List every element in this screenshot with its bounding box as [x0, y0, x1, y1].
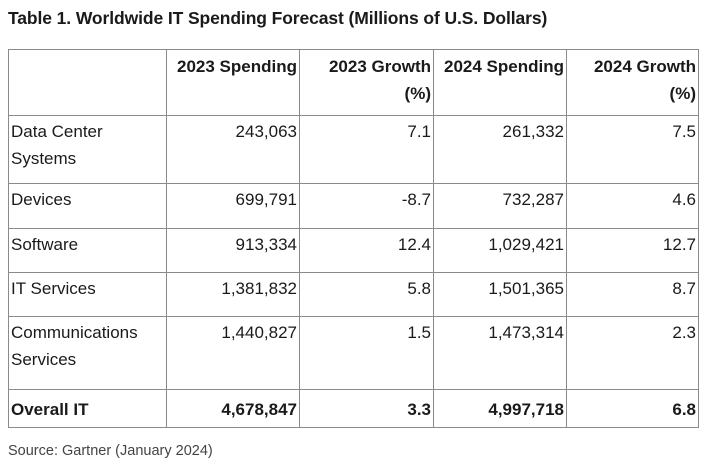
spending-2023-cell: 4,678,847	[166, 389, 300, 428]
growth-2023-cell: 5.8	[299, 272, 434, 317]
table-title: Table 1. Worldwide IT Spending Forecast …	[8, 8, 548, 28]
growth-2024-cell: 4.6	[566, 183, 699, 229]
table-row: Software 913,334 12.4 1,029,421 12.7	[8, 228, 699, 273]
spending-2023-cell: 243,063	[166, 115, 300, 184]
spending-2023-cell: 913,334	[166, 228, 300, 273]
growth-2023-cell: 1.5	[299, 316, 434, 390]
table-row: IT Services 1,381,832 5.8 1,501,365 8.7	[8, 272, 699, 317]
header-2023-spending: 2023 Spending	[166, 49, 300, 116]
category-cell: Data Center Systems	[8, 115, 167, 184]
total-row: Overall IT 4,678,847 3.3 4,997,718 6.8	[8, 389, 699, 428]
header-category	[8, 49, 167, 116]
spending-2024-cell: 1,501,365	[433, 272, 567, 317]
growth-2024-cell: 12.7	[566, 228, 699, 273]
growth-2023-cell: 7.1	[299, 115, 434, 184]
spending-2023-cell: 1,440,827	[166, 316, 300, 390]
spending-2024-cell: 261,332	[433, 115, 567, 184]
header-2024-growth: 2024 Growth (%)	[566, 49, 699, 116]
spending-2024-cell: 4,997,718	[433, 389, 567, 428]
category-cell: Communications Services	[8, 316, 167, 390]
category-cell: IT Services	[8, 272, 167, 317]
growth-2023-cell: 3.3	[299, 389, 434, 428]
it-spending-table: 2023 Spending 2023 Growth (%) 2024 Spend…	[8, 49, 699, 428]
category-cell: Overall IT	[8, 389, 167, 428]
spending-2023-cell: 1,381,832	[166, 272, 300, 317]
source-note: Source: Gartner (January 2024)	[8, 443, 213, 459]
spending-2024-cell: 1,029,421	[433, 228, 567, 273]
category-cell: Software	[8, 228, 167, 273]
spending-2024-cell: 1,473,314	[433, 316, 567, 390]
category-cell: Devices	[8, 183, 167, 229]
table-row: Data Center Systems 243,063 7.1 261,332 7.5	[8, 115, 699, 184]
growth-2024-cell: 6.8	[566, 389, 699, 428]
header-row: 2023 Spending 2023 Growth (%) 2024 Spend…	[8, 49, 699, 116]
spending-2024-cell: 732,287	[433, 183, 567, 229]
table-row: Devices 699,791 -8.7 732,287 4.6	[8, 183, 699, 229]
header-2024-spending: 2024 Spending	[433, 49, 567, 116]
growth-2024-cell: 2.3	[566, 316, 699, 390]
header-2023-growth: 2023 Growth (%)	[299, 49, 434, 116]
table-row: Communications Services 1,440,827 1.5 1,473…	[8, 316, 699, 390]
growth-2023-cell: -8.7	[299, 183, 434, 229]
growth-2024-cell: 7.5	[566, 115, 699, 184]
growth-2023-cell: 12.4	[299, 228, 434, 273]
growth-2024-cell: 8.7	[566, 272, 699, 317]
spending-2023-cell: 699,791	[166, 183, 300, 229]
